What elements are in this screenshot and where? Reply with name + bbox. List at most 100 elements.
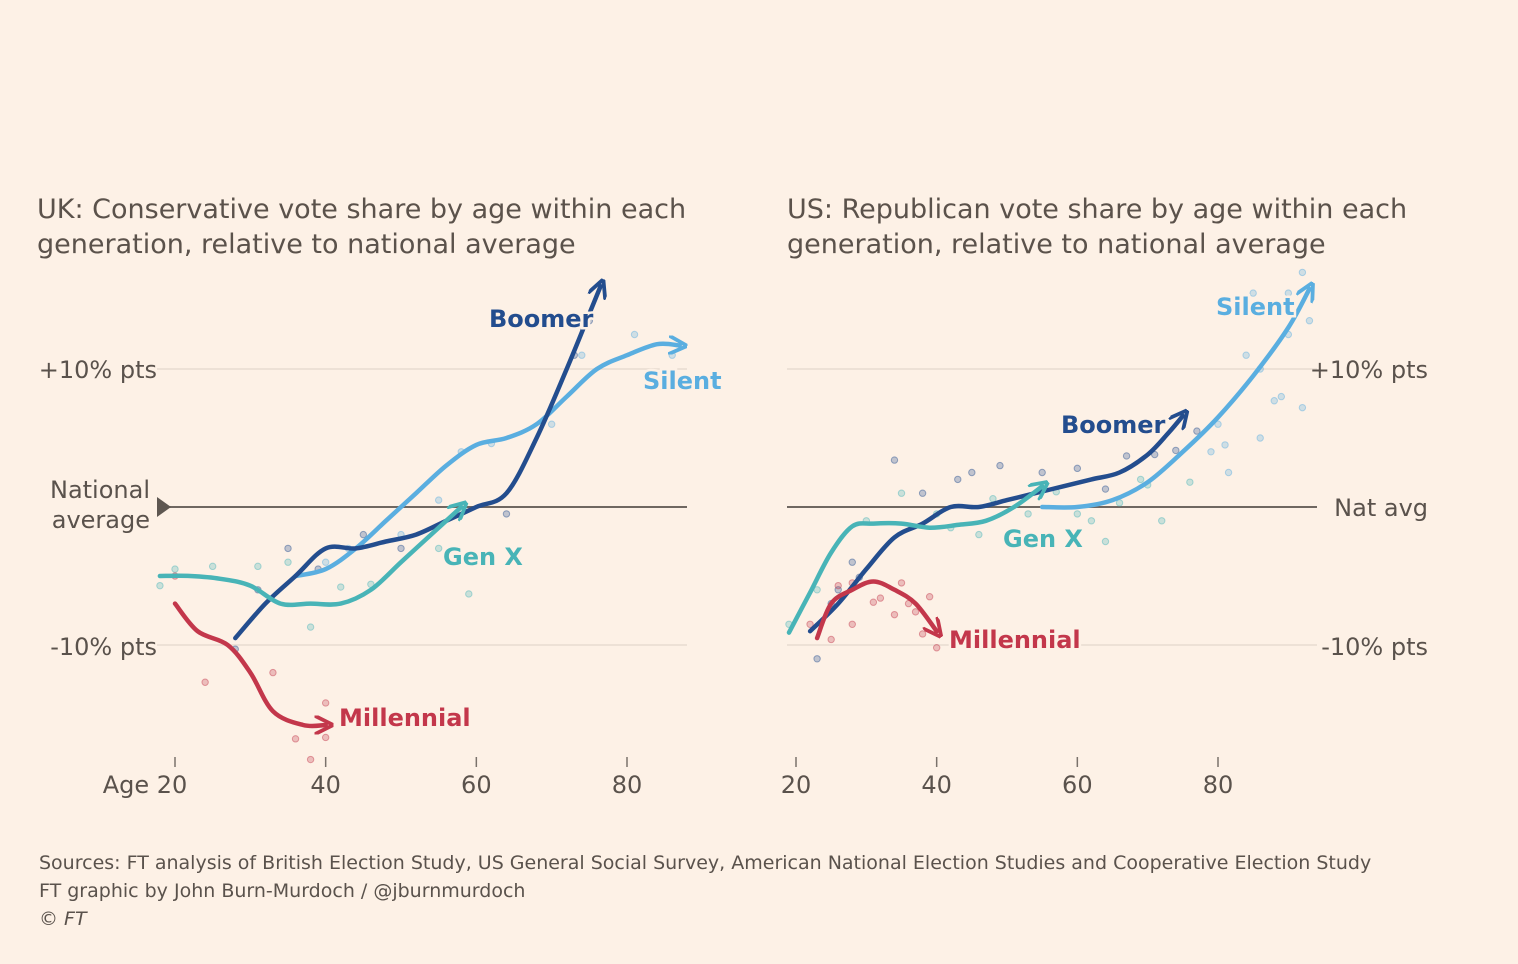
copyright-note: © FT <box>39 908 87 930</box>
series-line-millennial <box>172 601 326 726</box>
scatter-point-millennial <box>201 678 209 686</box>
scatter-point-gen-x <box>975 530 983 539</box>
x-tick-label: 60 <box>1062 771 1093 799</box>
graphic-credit: FT graphic by John Burn-Murdoch / @jburn… <box>39 880 526 902</box>
scatter-point-silent <box>1242 351 1250 359</box>
scatter-point-gen-x <box>337 583 345 591</box>
scatter-point-gen-x <box>989 495 997 503</box>
y-tick-label: National average <box>50 476 150 534</box>
scatter-point-boomer <box>918 489 927 497</box>
scatter-point-boomer <box>1073 464 1082 473</box>
x-tick-label: 80 <box>1203 771 1234 799</box>
series-line-boomer <box>233 286 600 641</box>
series-label-silent: Silent <box>1216 293 1295 321</box>
y-tick-label: +10% pts <box>1310 356 1428 384</box>
x-tick-label: 40 <box>310 771 341 799</box>
x-tick-label: 60 <box>461 771 492 799</box>
scatter-point-millennial <box>306 755 315 764</box>
scatter-point-boomer <box>1172 446 1180 455</box>
scatter-point-boomer <box>954 475 962 484</box>
series-line-silent <box>1039 289 1309 510</box>
scatter-point-silent <box>1305 317 1314 325</box>
chart-panel-us: +10% pts Nat avg -10% pts 20 40 60 80 Silent Boo… <box>781 268 1428 799</box>
scatter-point-boomer <box>813 655 821 663</box>
scatter-point-gen-x <box>465 590 473 598</box>
scatter-point-millennial <box>834 581 842 590</box>
scatter-point-millennial <box>827 635 835 644</box>
y-tick-label: +10% pts <box>39 356 157 384</box>
scatter-point-silent <box>1298 268 1307 277</box>
scatter-point-millennial <box>897 579 906 587</box>
scatter-point-millennial <box>291 735 300 743</box>
scatter-point-gen-x <box>284 558 292 566</box>
scatter-point-gen-x <box>171 565 179 573</box>
y-tick-label: Nat avg <box>1334 494 1428 522</box>
scatter-point-millennial <box>911 608 920 616</box>
scatter-point-boomer <box>890 456 899 464</box>
series-line-boomer <box>807 416 1183 634</box>
scatter-point-boomer <box>397 544 405 553</box>
series-label-boomer: Boomer <box>489 305 594 333</box>
scatter-point-boomer <box>1151 450 1159 459</box>
scatter-point-millennial <box>932 644 941 652</box>
scatter-point-silent <box>1221 441 1229 449</box>
scatter-point-silent <box>1249 289 1257 297</box>
scatter-point-millennial <box>321 699 330 707</box>
scatter-point-boomer <box>359 530 368 539</box>
scatter-point-silent <box>578 351 586 359</box>
scatter-point-boomer <box>968 468 976 477</box>
series-line-millennial <box>814 579 937 639</box>
baseline-marker-icon <box>157 497 171 517</box>
scatter-point-silent <box>1277 392 1286 401</box>
series-label-boomer: Boomer <box>1061 411 1166 439</box>
scatter-point-gen-x <box>156 581 164 590</box>
scatter-point-gen-x <box>208 562 217 571</box>
chart-panel-uk: +10% pts National average -10% pts Age 20 40 6… <box>39 286 724 799</box>
scatter-point-silent <box>321 558 330 566</box>
scatter-point-gen-x <box>1087 517 1096 525</box>
x-tick-label: 80 <box>612 771 643 799</box>
x-tick-label: 40 <box>921 771 952 799</box>
scatter-point-gen-x <box>254 562 262 571</box>
series-label-gen-x: Gen X <box>443 543 523 571</box>
series-line-silent <box>293 344 680 579</box>
scatter-point-millennial <box>321 733 330 742</box>
scatter-point-silent <box>1207 448 1215 456</box>
scatter-point-silent <box>547 420 556 428</box>
series-line-gen-x <box>786 486 1042 635</box>
scatter-point-millennial <box>869 598 878 606</box>
scatter-point-millennial <box>890 610 899 619</box>
scatter-point-gen-x <box>306 623 315 631</box>
uk-chart-title: UK: Conservative vote share by age withi… <box>37 194 687 260</box>
series-label-millennial: Millennial <box>949 626 1081 654</box>
scatter-point-gen-x <box>897 489 906 497</box>
scatter-point-silent <box>434 496 443 504</box>
scatter-point-silent <box>1256 434 1264 442</box>
scatter-point-boomer <box>848 558 856 566</box>
scatter-point-millennial <box>918 630 927 638</box>
series-line-gen-x <box>157 507 461 608</box>
scatter-point-boomer <box>284 544 292 553</box>
scatter-point-silent <box>668 351 676 359</box>
scatter-point-millennial <box>925 593 934 601</box>
scatter-point-silent <box>1298 403 1307 412</box>
series-label-gen-x: Gen X <box>1003 525 1083 553</box>
scatter-point-gen-x <box>1158 517 1166 525</box>
scatter-point-millennial <box>848 620 856 628</box>
scatter-point-boomer <box>1101 485 1110 493</box>
scatter-point-silent <box>1270 397 1278 405</box>
us-chart-title: US: Republican vote share by age within … <box>787 194 1408 260</box>
scatter-point-silent <box>1284 289 1293 297</box>
scatter-point-boomer <box>502 510 511 518</box>
sources-note: Sources: FT analysis of British Election… <box>39 852 1372 874</box>
x-tick-label: Age 20 <box>103 771 188 799</box>
scatter-point-gen-x <box>434 544 443 553</box>
scatter-point-silent <box>1214 420 1222 428</box>
scatter-point-boomer <box>834 586 842 594</box>
scatter-point-silent <box>1224 468 1233 477</box>
scatter-point-millennial <box>269 668 277 677</box>
scatter-point-boomer <box>996 461 1004 470</box>
scatter-point-silent <box>630 330 639 339</box>
scatter-point-boomer <box>1122 452 1131 460</box>
